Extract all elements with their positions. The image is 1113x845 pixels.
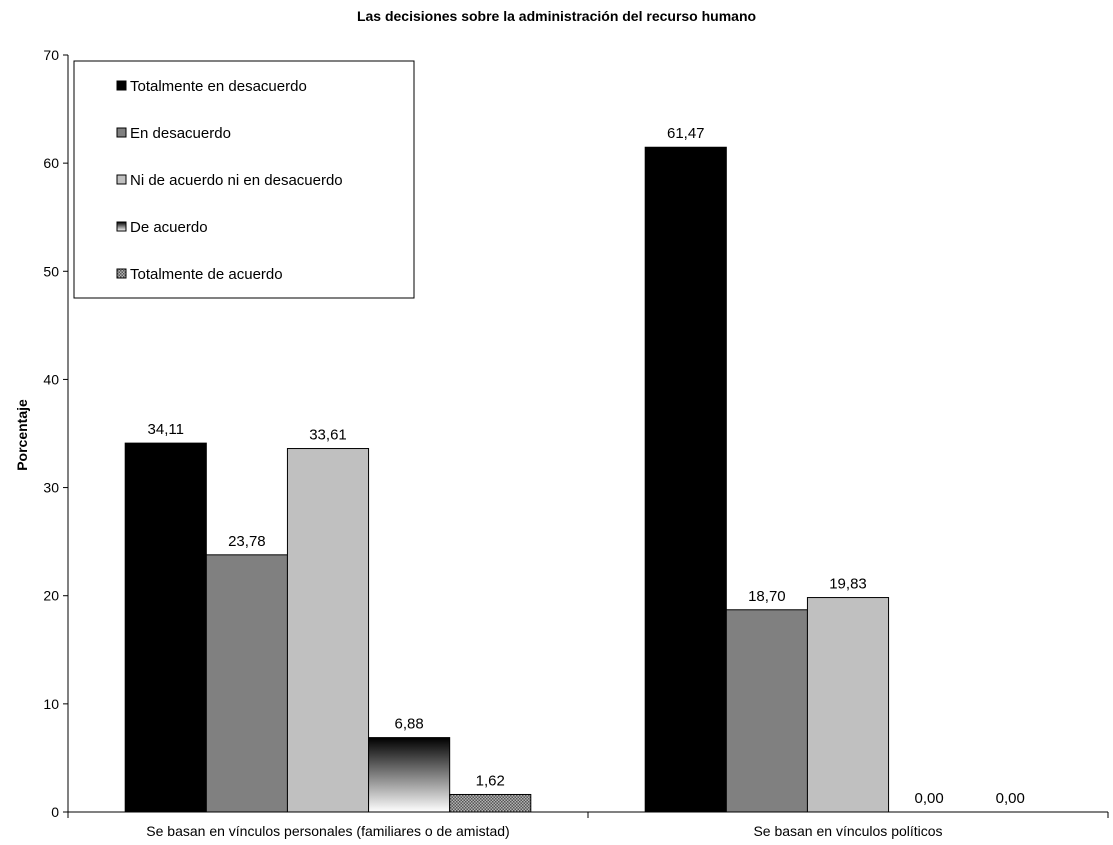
- legend: [73, 60, 415, 299]
- data-label: 23,78: [228, 533, 266, 550]
- data-label: 18,70: [748, 588, 786, 605]
- y-tick-label: 40: [43, 371, 59, 387]
- x-category-label: Se basan en vínculos políticos: [753, 823, 942, 839]
- legend-swatch: [116, 127, 127, 138]
- y-tick-label: 30: [43, 480, 59, 496]
- data-label: 0,00: [996, 790, 1025, 807]
- data-label: 61,47: [667, 125, 705, 142]
- bar: [806, 597, 890, 813]
- legend-swatch: [116, 80, 127, 91]
- y-tick-label: 10: [43, 696, 59, 712]
- legend-label: Totalmente en desacuerdo: [130, 78, 307, 95]
- data-label: 1,62: [476, 772, 505, 789]
- y-tick-label: 0: [51, 804, 59, 820]
- data-label: 0,00: [915, 790, 944, 807]
- y-tick-label: 50: [43, 263, 59, 279]
- legend-swatch: [116, 174, 127, 185]
- legend-label: En desacuerdo: [130, 125, 231, 142]
- bar: [368, 737, 451, 813]
- y-tick-label: 70: [43, 47, 59, 63]
- legend-swatch: [116, 221, 127, 232]
- x-category-label: Se basan en vínculos personales (familia…: [146, 823, 509, 839]
- data-label: 19,83: [829, 576, 867, 593]
- legend-label: Ni de acuerdo ni en desacuerdo: [130, 172, 343, 189]
- legend-label: De acuerdo: [130, 219, 208, 236]
- bar: [725, 609, 808, 813]
- chart-title: Las decisiones sobre la administración d…: [356, 8, 757, 24]
- bar: [124, 442, 207, 813]
- legend-label: Totalmente de acuerdo: [130, 266, 283, 283]
- y-tick-label: 60: [43, 155, 59, 171]
- legend-swatch: [116, 268, 127, 279]
- y-tick-label: 20: [43, 588, 59, 604]
- bar: [644, 146, 727, 813]
- bar: [286, 448, 370, 813]
- data-label: 34,11: [148, 421, 184, 438]
- bar: [449, 793, 532, 813]
- data-label: 6,88: [395, 716, 424, 733]
- bar: [205, 554, 288, 813]
- data-label: 33,61: [309, 427, 347, 444]
